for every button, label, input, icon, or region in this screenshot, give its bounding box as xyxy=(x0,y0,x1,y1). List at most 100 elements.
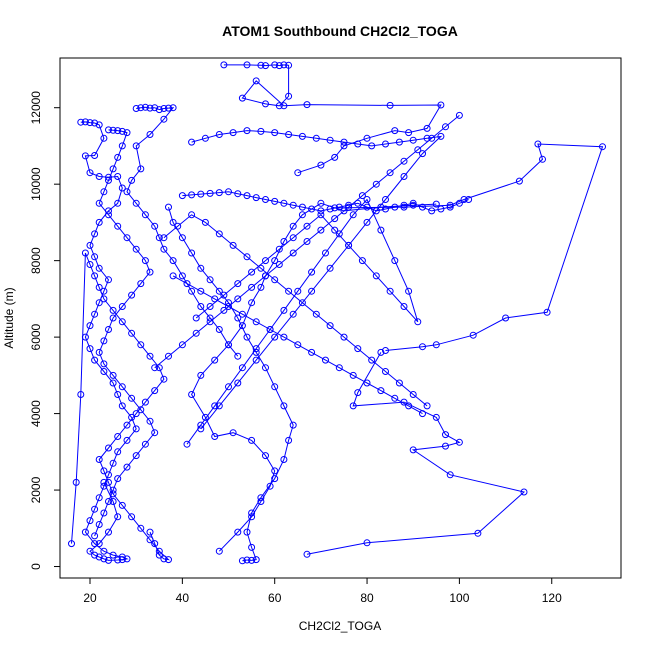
data-point xyxy=(141,257,149,265)
data-point xyxy=(141,398,149,406)
data-point xyxy=(248,556,256,564)
data-point xyxy=(248,543,256,551)
data-point xyxy=(285,61,293,69)
data-point xyxy=(363,218,371,226)
data-point xyxy=(91,253,99,261)
data-point xyxy=(280,333,288,341)
data-point xyxy=(275,245,283,253)
data-point xyxy=(105,126,112,134)
data-point xyxy=(95,121,103,129)
data-point xyxy=(326,322,334,330)
y-axis: 0 2000 4000 6000 8000 10000 12000 xyxy=(29,91,61,570)
data-point xyxy=(188,191,196,199)
data-point xyxy=(248,268,256,276)
data-point xyxy=(428,207,436,215)
data-point xyxy=(423,402,431,410)
data-point xyxy=(188,211,196,219)
data-point xyxy=(141,103,149,111)
data-point xyxy=(252,318,260,326)
data-point xyxy=(105,326,112,333)
data-point xyxy=(446,201,454,209)
data-point xyxy=(225,303,232,310)
y-tick-label: 12000 xyxy=(29,91,43,125)
data-point xyxy=(303,222,311,230)
data-point xyxy=(382,140,389,148)
data-point xyxy=(455,438,463,446)
data-point xyxy=(114,153,122,161)
data-point xyxy=(91,310,99,318)
data-point xyxy=(262,364,269,372)
data-point xyxy=(363,539,371,547)
data-point xyxy=(432,413,440,421)
data-point xyxy=(146,528,154,536)
data-point xyxy=(298,132,306,140)
data-point xyxy=(100,295,108,303)
data-point xyxy=(234,190,242,198)
data-point xyxy=(386,169,394,177)
data-point xyxy=(206,303,214,310)
data-point xyxy=(400,201,408,209)
data-point xyxy=(285,131,293,138)
data-point xyxy=(109,459,117,467)
data-point xyxy=(409,136,417,144)
data-point xyxy=(303,238,311,245)
data-point xyxy=(358,257,366,265)
data-point xyxy=(271,467,279,475)
plot-area xyxy=(59,57,622,579)
data-point xyxy=(391,203,399,211)
data-point xyxy=(114,475,122,483)
data-point xyxy=(128,329,136,337)
data-point xyxy=(100,478,108,486)
data-point xyxy=(146,268,154,276)
data-point xyxy=(81,152,89,160)
data-point xyxy=(160,105,168,112)
data-point xyxy=(160,245,168,253)
data-point xyxy=(215,131,223,138)
data-point xyxy=(423,124,431,132)
data-point xyxy=(155,106,163,114)
data-point xyxy=(248,509,256,517)
data-point xyxy=(455,199,463,207)
data-point xyxy=(174,222,182,230)
data-point xyxy=(391,394,399,402)
data-point xyxy=(225,188,232,196)
data-point xyxy=(118,402,126,410)
data-point xyxy=(77,118,85,126)
data-point xyxy=(220,306,228,314)
data-point xyxy=(105,478,112,486)
data-point xyxy=(469,331,477,339)
data-point xyxy=(100,188,108,196)
data-point xyxy=(340,207,348,215)
data-point xyxy=(132,199,140,207)
data-point xyxy=(252,77,260,85)
data-point xyxy=(238,310,246,318)
data-point xyxy=(280,61,288,69)
data-point xyxy=(68,540,75,548)
data-point xyxy=(105,528,112,536)
data-point xyxy=(95,299,103,307)
data-point xyxy=(114,199,122,207)
data-point xyxy=(271,61,279,69)
data-point xyxy=(100,547,108,555)
x-tick-label: 80 xyxy=(360,591,374,605)
data-point xyxy=(114,173,122,180)
data-point xyxy=(515,177,523,185)
data-point xyxy=(382,347,389,354)
data-point xyxy=(335,203,343,211)
data-point xyxy=(262,272,269,280)
data-point xyxy=(118,184,126,192)
data-point xyxy=(132,105,140,112)
data-point xyxy=(220,61,228,69)
data-point xyxy=(234,280,242,288)
data-point xyxy=(294,287,302,295)
data-point xyxy=(91,119,99,127)
data-point xyxy=(298,299,306,307)
data-point xyxy=(169,257,177,265)
data-point xyxy=(386,287,394,295)
data-point xyxy=(86,547,94,555)
data-point xyxy=(95,456,103,463)
data-point xyxy=(155,547,163,555)
data-point xyxy=(382,196,389,203)
data-point xyxy=(118,127,126,135)
series-line xyxy=(154,115,460,369)
